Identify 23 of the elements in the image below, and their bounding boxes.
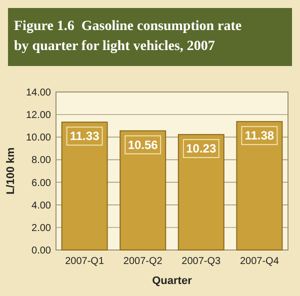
bar	[61, 122, 108, 250]
y-tick-label: 10.00	[26, 132, 52, 144]
y-tick-label: 4.00	[32, 200, 52, 212]
y-tick-label: 6.00	[32, 178, 52, 189]
y-tick-label: 12.00	[26, 110, 52, 122]
x-tick-label: 2007-Q4	[240, 256, 280, 267]
x-tick-label: 2007-Q1	[65, 256, 104, 267]
bar	[178, 134, 224, 250]
bar	[236, 121, 283, 250]
x-tick-label: 2007-Q3	[182, 256, 222, 267]
bar	[120, 130, 166, 250]
y-axis-title: L/100 km	[5, 147, 17, 195]
y-tick-label: 2.00	[32, 222, 52, 234]
data-label: 10.23	[186, 142, 216, 156]
chart-title: Figure 1.6 Gasoline consumption rate by quarter for light vehicles, 2007	[14, 19, 242, 54]
x-tick-label: 2007-Q2	[123, 256, 163, 267]
y-tick-label: 14.00	[26, 88, 52, 98]
y-tick-label: 0.00	[32, 246, 52, 256]
data-label: 11.33	[70, 129, 100, 144]
x-axis-title: Quarter	[152, 275, 193, 287]
y-tick-label: 8.00	[32, 155, 52, 166]
data-label: 11.38	[244, 128, 274, 143]
data-label: 10.56	[128, 138, 158, 152]
